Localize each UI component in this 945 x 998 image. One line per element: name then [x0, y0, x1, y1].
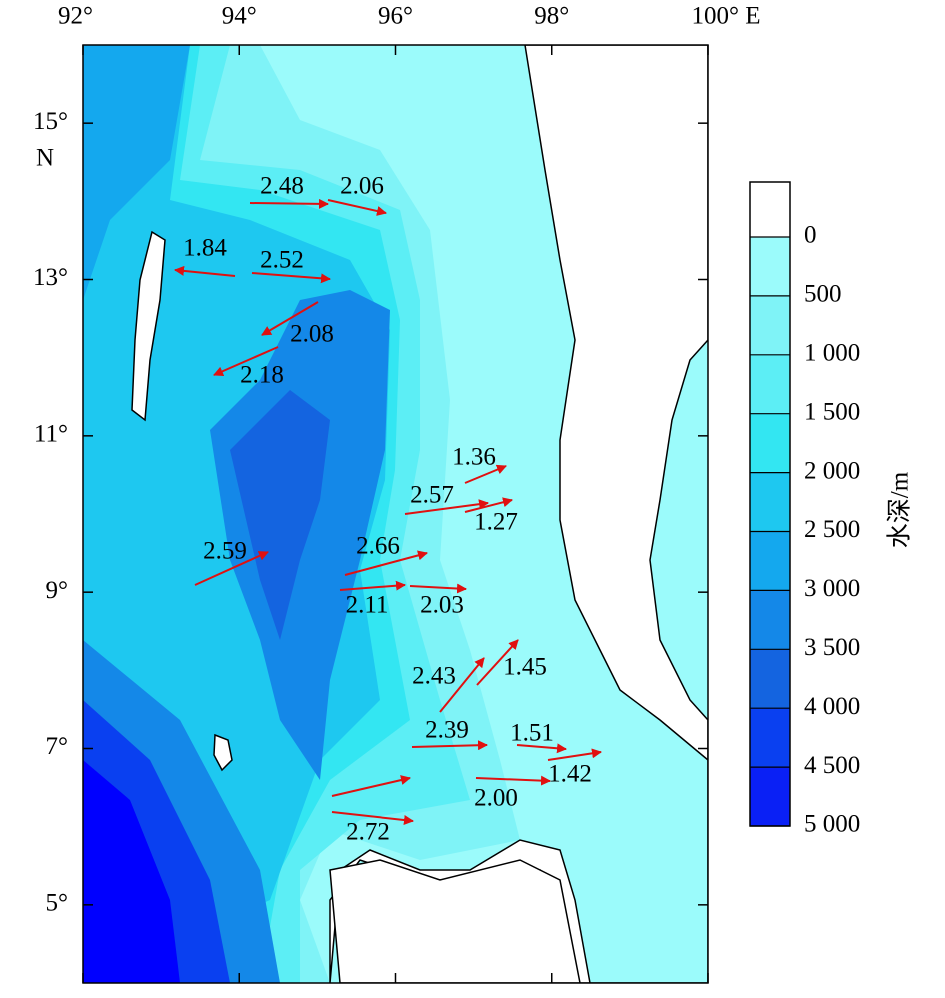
colorbar-band	[750, 708, 790, 768]
lon-tick-label: 98°	[534, 3, 569, 30]
current-speed-label: 1.42	[548, 761, 592, 788]
current-arrow	[475, 775, 551, 786]
current-speed-label: 2.72	[346, 819, 390, 846]
current-arrow	[249, 198, 329, 209]
current-arrow	[251, 272, 331, 284]
lat-tick-label: 13°	[33, 264, 68, 291]
current-speed-label: 2.57	[410, 482, 454, 509]
colorbar-band	[750, 237, 790, 296]
island	[131, 230, 166, 422]
depth-zone	[83, 760, 180, 983]
depth-zone	[230, 390, 330, 640]
island	[213, 733, 233, 772]
colorbar-tick-label: 0	[804, 222, 817, 249]
current-speed-label: 1.84	[183, 235, 227, 262]
current-arrow	[464, 497, 513, 513]
lon-tick-label: 94°	[222, 3, 257, 30]
current-arrow	[339, 580, 406, 591]
colorbar-tick-label: 2 500	[804, 516, 860, 543]
current-speed-label: 2.43	[412, 663, 456, 690]
colorbar-band	[750, 354, 790, 414]
current-speed-label: 2.39	[425, 717, 469, 744]
current-arrow	[331, 775, 411, 797]
current-arrow	[194, 551, 269, 586]
current-arrow	[516, 743, 567, 754]
current-arrow	[344, 550, 428, 576]
current-arrow	[174, 265, 236, 277]
current-arrow	[439, 657, 485, 713]
current-arrow	[464, 464, 507, 484]
lat-tick-label: 9°	[46, 577, 69, 604]
colorbar-tick-label: 3 500	[804, 634, 860, 661]
colorbar-tick-label: 3 000	[804, 575, 860, 602]
current-speed-label: 2.52	[260, 247, 304, 274]
current-speed-label: 2.00	[474, 785, 518, 812]
colorbar-tick-label: 1 000	[804, 340, 860, 367]
lat-tick-label: 5°	[46, 890, 69, 917]
current-arrow	[547, 748, 602, 761]
colorbar-band	[750, 472, 790, 532]
colorbar-band	[750, 295, 790, 355]
colorbar-tick-label: 2 000	[804, 457, 860, 484]
colorbar-title: 水深/m	[886, 471, 914, 548]
colorbar-tick-label: 4 500	[804, 752, 860, 779]
current-arrow	[404, 499, 489, 515]
current-arrow	[261, 301, 319, 336]
land	[329, 859, 581, 983]
current-speed-label: 2.03	[420, 592, 464, 619]
current-speed-label: 1.51	[510, 720, 554, 747]
current-speed-label: 2.11	[346, 592, 389, 619]
colorbar-band	[750, 767, 790, 826]
colorbar-band	[750, 590, 790, 650]
colorbar-band	[750, 182, 790, 237]
current-arrow	[327, 199, 387, 216]
current-speed-label: 1.27	[474, 509, 518, 536]
current-speed-label: 2.48	[260, 173, 304, 200]
current-speed-label: 2.59	[203, 538, 247, 565]
current-speed-label: 2.06	[340, 173, 384, 200]
current-arrow	[411, 740, 488, 751]
lat-tick-label: 11°	[34, 421, 68, 448]
current-arrow	[409, 583, 467, 594]
current-speed-label: 1.45	[503, 654, 547, 681]
lon-tick-label: 100° E	[691, 3, 760, 30]
colorbar-tick-label: 1 500	[804, 398, 860, 425]
current-speed-label: 2.18	[240, 362, 284, 389]
lon-tick-label: 92°	[58, 3, 93, 30]
colorbar-tick-label: 5 000	[804, 811, 860, 838]
colorbar-band	[750, 413, 790, 473]
current-speed-label: 1.36	[452, 444, 496, 471]
colorbar-tick-label: 4 000	[804, 693, 860, 720]
colorbar-band	[750, 531, 790, 591]
colorbar	[750, 182, 790, 826]
current-speed-label: 2.08	[290, 321, 334, 348]
lat-unit: N	[36, 145, 54, 172]
current-arrow	[331, 811, 414, 825]
current-speed-label: 2.66	[356, 533, 400, 560]
lat-tick-label: 7°	[46, 733, 69, 760]
current-arrow	[476, 639, 519, 686]
depth-zone	[83, 45, 190, 300]
lat-tick-label: 15°	[33, 108, 68, 135]
colorbar-band	[750, 649, 790, 709]
colorbar-tick-label: 500	[804, 281, 842, 308]
current-arrow	[213, 346, 279, 376]
lon-tick-label: 96°	[378, 3, 413, 30]
bathymetry	[83, 45, 708, 983]
